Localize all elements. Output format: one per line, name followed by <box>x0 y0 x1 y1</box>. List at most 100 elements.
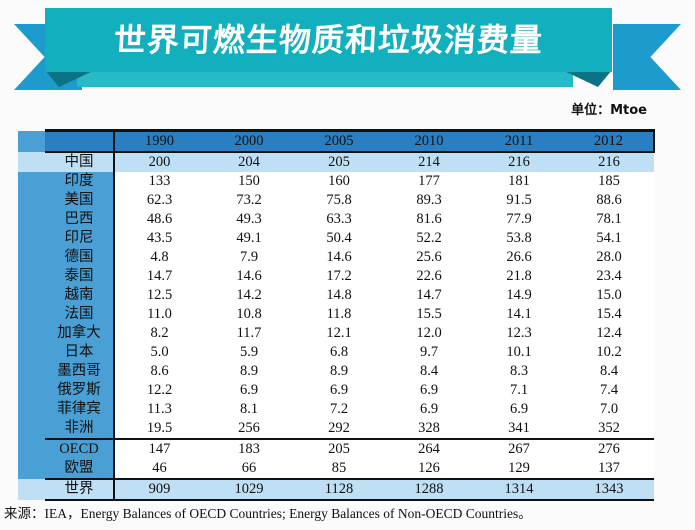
row-value: 6.9 <box>384 381 474 400</box>
row-value: 6.9 <box>474 400 564 419</box>
row-value: 185 <box>564 172 654 191</box>
row-value: 7.9 <box>204 248 294 267</box>
row-value: 49.1 <box>204 229 294 248</box>
row-name: 法国 <box>45 305 115 324</box>
row-name: 俄罗斯 <box>45 381 115 400</box>
row-value: 12.1 <box>294 324 384 343</box>
row-value: 89.3 <box>384 191 474 210</box>
row-strip <box>18 229 45 248</box>
row-name: 欧盟 <box>45 459 115 479</box>
row-value: 15.0 <box>564 286 654 305</box>
table-row: 法国 11.0 10.8 11.8 15.5 14.1 15.4 <box>18 305 654 324</box>
table-row: 世界 909 1029 1128 1288 1314 1343 <box>18 478 654 501</box>
row-value: 4.8 <box>114 248 204 267</box>
table-row: 美国 62.3 73.2 75.8 89.3 91.5 88.6 <box>18 191 654 210</box>
page-title: 世界可燃生物质和垃圾消费量 <box>112 21 544 59</box>
row-value: 11.7 <box>204 324 294 343</box>
row-value: 5.0 <box>114 343 204 362</box>
row-value: 267 <box>474 438 564 459</box>
row-name: 印度 <box>45 172 115 191</box>
header-corner-cell <box>45 129 115 153</box>
row-value: 126 <box>384 459 474 479</box>
row-strip <box>18 343 45 362</box>
row-value: 1288 <box>384 478 474 501</box>
row-value: 6.9 <box>204 381 294 400</box>
row-value: 909 <box>114 478 204 501</box>
row-value: 6.9 <box>294 381 384 400</box>
row-value: 205 <box>294 438 384 459</box>
row-strip <box>18 172 45 191</box>
row-strip <box>18 324 45 343</box>
row-name: 德国 <box>45 248 115 267</box>
row-value: 7.4 <box>564 381 654 400</box>
row-value: 81.6 <box>384 210 474 229</box>
column-header-year: 2011 <box>474 129 564 153</box>
row-value: 147 <box>114 438 204 459</box>
row-value: 77.9 <box>474 210 564 229</box>
table-row: 巴西 48.6 49.3 63.3 81.6 77.9 78.1 <box>18 210 654 229</box>
row-value: 14.6 <box>294 248 384 267</box>
row-value: 276 <box>564 438 654 459</box>
column-header-year: 1990 <box>114 129 204 153</box>
row-value: 19.5 <box>114 419 204 439</box>
row-value: 28.0 <box>564 248 654 267</box>
row-value: 8.4 <box>384 362 474 381</box>
row-value: 216 <box>564 152 654 172</box>
row-name: 美国 <box>45 191 115 210</box>
row-value: 14.2 <box>204 286 294 305</box>
row-value: 200 <box>114 152 204 172</box>
row-value: 6.8 <box>294 343 384 362</box>
header-corner-strip <box>18 130 45 152</box>
row-value: 91.5 <box>474 191 564 210</box>
table-row: 德国 4.8 7.9 14.6 25.6 26.6 28.0 <box>18 248 654 267</box>
row-value: 63.3 <box>294 210 384 229</box>
row-value: 1343 <box>564 478 654 501</box>
table-row: 中国 200 204 205 214 216 216 <box>18 152 654 172</box>
row-value: 6.9 <box>384 400 474 419</box>
row-value: 9.7 <box>384 343 474 362</box>
column-header-year: 2000 <box>204 129 294 153</box>
column-header-year: 2010 <box>384 129 474 153</box>
row-strip <box>18 459 45 479</box>
row-value: 78.1 <box>564 210 654 229</box>
row-value: 11.8 <box>294 305 384 324</box>
row-value: 85 <box>294 459 384 479</box>
table-row: 欧盟 46 66 85 126 129 137 <box>18 459 654 479</box>
row-value: 25.6 <box>384 248 474 267</box>
row-value: 341 <box>474 419 564 439</box>
row-value: 292 <box>294 419 384 439</box>
row-value: 183 <box>204 438 294 459</box>
row-value: 10.8 <box>204 305 294 324</box>
row-strip <box>18 305 45 324</box>
row-strip <box>18 479 45 500</box>
row-strip <box>18 248 45 267</box>
row-value: 73.2 <box>204 191 294 210</box>
row-value: 22.6 <box>384 267 474 286</box>
row-name: 墨西哥 <box>45 362 115 381</box>
row-strip <box>18 381 45 400</box>
row-value: 1029 <box>204 478 294 501</box>
row-value: 12.3 <box>474 324 564 343</box>
row-value: 23.4 <box>564 267 654 286</box>
row-name: 加拿大 <box>45 324 115 343</box>
table-row: 日本 5.0 5.9 6.8 9.7 10.1 10.2 <box>18 343 654 362</box>
column-header-year: 2012 <box>564 129 655 153</box>
row-strip <box>18 210 45 229</box>
row-value: 7.0 <box>564 400 654 419</box>
row-value: 12.2 <box>114 381 204 400</box>
row-strip <box>18 152 45 172</box>
row-value: 12.0 <box>384 324 474 343</box>
unit-label: 单位：Mtoe <box>571 103 647 118</box>
row-value: 17.2 <box>294 267 384 286</box>
row-value: 14.7 <box>114 267 204 286</box>
row-value: 12.5 <box>114 286 204 305</box>
row-name: 印尼 <box>45 229 115 248</box>
row-value: 10.2 <box>564 343 654 362</box>
row-value: 8.9 <box>294 362 384 381</box>
table-row: 俄罗斯 12.2 6.9 6.9 6.9 7.1 7.4 <box>18 381 654 400</box>
table-row: 越南 12.5 14.2 14.8 14.7 14.9 15.0 <box>18 286 654 305</box>
row-value: 11.3 <box>114 400 204 419</box>
row-value: 256 <box>204 419 294 439</box>
row-value: 62.3 <box>114 191 204 210</box>
row-strip <box>18 267 45 286</box>
